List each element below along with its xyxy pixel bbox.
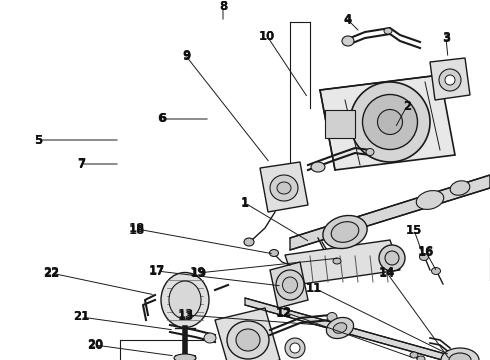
Text: 8: 8: [219, 0, 227, 13]
Text: 13: 13: [178, 309, 194, 321]
Polygon shape: [260, 162, 308, 212]
Ellipse shape: [244, 238, 254, 246]
Polygon shape: [290, 175, 490, 250]
Text: 17: 17: [148, 265, 165, 278]
Text: 8: 8: [219, 0, 227, 13]
Ellipse shape: [311, 162, 325, 172]
Ellipse shape: [331, 222, 359, 242]
Ellipse shape: [270, 175, 298, 201]
Bar: [325, 110, 355, 138]
Ellipse shape: [416, 190, 444, 210]
Text: 5: 5: [34, 134, 42, 147]
Ellipse shape: [445, 75, 455, 85]
Ellipse shape: [227, 321, 269, 359]
Ellipse shape: [432, 267, 441, 274]
Ellipse shape: [333, 258, 341, 264]
Text: 10: 10: [259, 30, 275, 42]
Ellipse shape: [450, 181, 470, 195]
Text: 16: 16: [418, 246, 435, 258]
Ellipse shape: [384, 28, 392, 34]
Ellipse shape: [161, 273, 209, 328]
Text: 19: 19: [190, 267, 207, 280]
Ellipse shape: [327, 312, 337, 321]
Text: 11: 11: [306, 282, 322, 294]
Text: 7: 7: [77, 158, 85, 171]
Text: 3: 3: [442, 31, 450, 45]
Polygon shape: [245, 298, 460, 360]
Text: 14: 14: [379, 267, 395, 280]
Text: 15: 15: [406, 224, 422, 237]
Ellipse shape: [204, 333, 216, 343]
Ellipse shape: [169, 281, 201, 319]
Polygon shape: [320, 75, 455, 170]
Ellipse shape: [270, 249, 278, 256]
Ellipse shape: [385, 251, 399, 265]
Ellipse shape: [439, 69, 461, 91]
Text: 21: 21: [73, 310, 89, 323]
Text: 9: 9: [182, 49, 190, 62]
Ellipse shape: [417, 356, 425, 360]
Ellipse shape: [174, 354, 196, 360]
Ellipse shape: [326, 318, 354, 338]
Text: 2: 2: [403, 99, 411, 112]
Text: 11: 11: [305, 282, 322, 294]
Text: 6: 6: [158, 112, 166, 125]
Text: 7: 7: [77, 157, 85, 170]
Ellipse shape: [323, 216, 367, 248]
Ellipse shape: [277, 182, 291, 194]
Ellipse shape: [379, 245, 405, 271]
Polygon shape: [285, 240, 400, 285]
Text: 9: 9: [182, 49, 190, 63]
Text: 15: 15: [406, 224, 422, 237]
Text: 18: 18: [129, 222, 145, 235]
Ellipse shape: [410, 352, 418, 358]
Text: 12: 12: [276, 307, 293, 320]
Polygon shape: [270, 262, 308, 308]
Polygon shape: [430, 58, 470, 100]
Ellipse shape: [441, 348, 479, 360]
Text: 10: 10: [259, 30, 275, 42]
Text: 20: 20: [87, 338, 103, 351]
Text: 3: 3: [442, 31, 450, 44]
Text: 4: 4: [344, 13, 352, 27]
Ellipse shape: [366, 148, 374, 156]
Text: 13: 13: [178, 310, 195, 323]
Bar: [175, 355, 195, 360]
Ellipse shape: [377, 109, 402, 135]
Ellipse shape: [363, 94, 417, 149]
Text: 14: 14: [379, 266, 395, 279]
Text: 16: 16: [418, 246, 434, 258]
Text: 17: 17: [149, 265, 165, 278]
Ellipse shape: [285, 338, 305, 358]
Polygon shape: [215, 308, 280, 360]
Text: 18: 18: [129, 224, 146, 237]
Text: 1: 1: [241, 197, 249, 210]
Text: 21: 21: [73, 310, 89, 324]
Text: 1: 1: [241, 197, 249, 210]
Ellipse shape: [350, 82, 430, 162]
Ellipse shape: [333, 323, 347, 333]
Ellipse shape: [290, 343, 300, 353]
Ellipse shape: [236, 329, 260, 351]
Text: 20: 20: [87, 339, 104, 352]
Text: 6: 6: [158, 112, 166, 126]
Ellipse shape: [342, 36, 354, 46]
Text: 22: 22: [43, 267, 60, 280]
Text: 5: 5: [34, 134, 42, 147]
Ellipse shape: [419, 253, 428, 261]
Text: 22: 22: [43, 266, 59, 279]
Text: 2: 2: [403, 100, 411, 113]
Ellipse shape: [276, 270, 304, 300]
Ellipse shape: [449, 353, 471, 360]
Text: 4: 4: [344, 13, 352, 26]
Ellipse shape: [283, 277, 297, 293]
Text: 12: 12: [276, 306, 292, 319]
Text: 19: 19: [190, 266, 206, 279]
